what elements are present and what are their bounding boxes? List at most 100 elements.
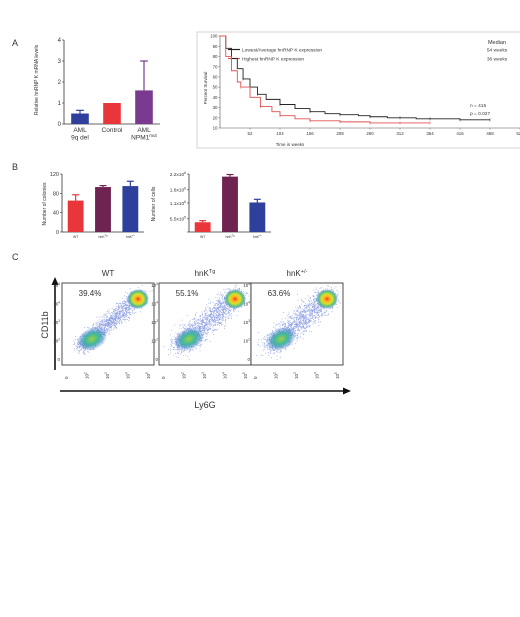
y-tick-label: 2 [58, 80, 62, 86]
x-tick-label: 312 [396, 131, 404, 136]
y-tick-label: 103 [151, 319, 158, 325]
panel-letter-a: A [12, 38, 18, 48]
y-tick-label: 60 [213, 74, 218, 79]
y-axis-label: CD11b [40, 311, 50, 338]
flow-plot-2: hnKTg 55.1% 0 0 102 102 103 103 104 104 105 105 [151, 269, 252, 379]
bar [122, 186, 139, 232]
x-tick-label: 103 [201, 372, 207, 379]
y-tick-label: 102 [243, 338, 250, 344]
x-tick-label: hnK+/- [253, 235, 262, 239]
bar [67, 200, 84, 232]
flow-cytometry-panel: CD11b Ly6G WT 39.4% 0 0 102 102 103 103 104 104 10… [40, 269, 351, 410]
x-tick-label: 103 [293, 372, 299, 379]
y-axis-label: Number of colonies [42, 182, 48, 226]
x-tick-label: 364 [426, 131, 434, 136]
y-tick-label: 105 [151, 282, 158, 288]
bar [249, 202, 266, 232]
y-tick-label: 5.5x105 [170, 216, 186, 223]
density-high-population [224, 289, 246, 309]
x-tick-label: hnKTg [98, 235, 108, 239]
legend-series-high: Highest hnRNP K expression [242, 57, 304, 63]
x-tick-label: 105 [242, 372, 248, 379]
y-axis-label: Percent Survival [203, 72, 208, 105]
panel-letter-c: C [12, 252, 19, 262]
y-tick-label: 2.2x106 [170, 171, 186, 178]
x-tick-label: AML [73, 127, 87, 134]
chart-a-survival: Percent Survival Time in weeks Median Lo… [196, 31, 520, 149]
density-low-population [76, 326, 108, 352]
x-tick-label: 104 [125, 372, 131, 379]
y-tick-label: 30 [213, 105, 218, 110]
x-tick-label: 468 [486, 131, 494, 136]
y-tick-label: 104 [53, 301, 60, 307]
y-tick-label: 4 [58, 38, 62, 44]
chart-a-bar: Relative hnRNP K mRNA levels 01234AML9q … [34, 38, 160, 142]
x-tick-label: 0 [64, 376, 69, 379]
density-low-population [265, 326, 297, 352]
y-tick-label: 90 [213, 44, 218, 49]
x-tick-label: 520 [516, 131, 520, 136]
y-tick-label: 40 [213, 95, 218, 100]
y-tick-label: 50 [213, 85, 218, 90]
density-high-population [316, 289, 338, 309]
y-tick-label: 20 [213, 115, 218, 120]
x-tick-label: 102 [273, 372, 279, 379]
y-tick-label: 104 [151, 301, 158, 307]
y-tick-label: 103 [243, 319, 250, 325]
y-tick-label: 40 [53, 211, 59, 217]
x-tick-label: 104 [314, 372, 320, 379]
survival-frame [196, 31, 520, 149]
x-tick-label: 102 [181, 372, 187, 379]
series-line-low [220, 35, 490, 121]
x-tick-label: 104 [276, 131, 284, 136]
x-tick-label: WT [73, 235, 79, 239]
bar [135, 90, 153, 124]
chart-b-colonies: Number of colonies 0 40 80 120 WT hnKTg hnK+/- [42, 172, 144, 239]
y-axis-label: Relative hnRNP K mRNA levels [34, 44, 40, 115]
y-tick-label: 102 [53, 338, 60, 344]
percent-label: 39.4% [79, 289, 102, 298]
y-tick-label: 103 [53, 319, 60, 325]
x-tick-label: 416 [456, 131, 464, 136]
x-tick-label: 103 [104, 372, 110, 379]
y-tick-label: 1.1x106 [170, 200, 186, 207]
x-tick-label: 9q del [71, 135, 89, 142]
legend-median-high: 36 weeks [487, 57, 508, 63]
y-tick-label: 0 [56, 230, 59, 236]
density-high-population [127, 289, 149, 309]
x-tick-label: 105 [334, 372, 340, 379]
flow-plot-1: WT 39.4% 0 0 102 102 103 103 104 104 105 105 [53, 269, 155, 379]
x-tick-label: Control [102, 127, 124, 134]
legend-header: Median [488, 40, 506, 46]
y-tick-label: 1 [58, 101, 62, 107]
x-tick-label: 52 [248, 131, 253, 136]
y-tick-label: 104 [243, 301, 250, 307]
y-tick-label: 0 [155, 357, 158, 362]
x-tick-label: 156 [306, 131, 314, 136]
x-tick-label: hnK+/- [126, 235, 135, 239]
x-tick-label: 0 [253, 376, 258, 379]
x-tick-label: 208 [336, 131, 344, 136]
plot-title: hnKTg [195, 269, 216, 278]
plot-title: hnK+/- [287, 269, 308, 278]
legend-series-low: Lowest/Average hnRNP K expression [242, 48, 322, 54]
bar [103, 103, 121, 124]
x-tick-label: 0 [161, 376, 166, 379]
bar [222, 176, 238, 232]
stat-p: p = 0.027 [470, 111, 490, 117]
panel-letter-b: B [12, 162, 18, 172]
x-axis-arrowhead [343, 387, 351, 395]
x-tick-label: 104 [222, 372, 228, 379]
y-tick-label: 0 [247, 357, 250, 362]
y-tick-label: 120 [50, 172, 59, 178]
x-tick-label: 260 [366, 131, 374, 136]
bar [194, 222, 211, 232]
y-tick-label: 70 [213, 64, 218, 69]
y-tick-label: 3 [58, 59, 62, 65]
flow-plot-3: hnK+/- 63.6% 0 0 102 102 103 103 104 104 105 105 [243, 269, 344, 379]
chart-b-cells: Number of cells 5.5x105 1.1x106 1.6x106 2.2… [151, 171, 271, 239]
density-low-population [173, 326, 205, 352]
y-tick-label: 100 [210, 34, 218, 39]
x-tick-label: 105 [145, 372, 151, 379]
